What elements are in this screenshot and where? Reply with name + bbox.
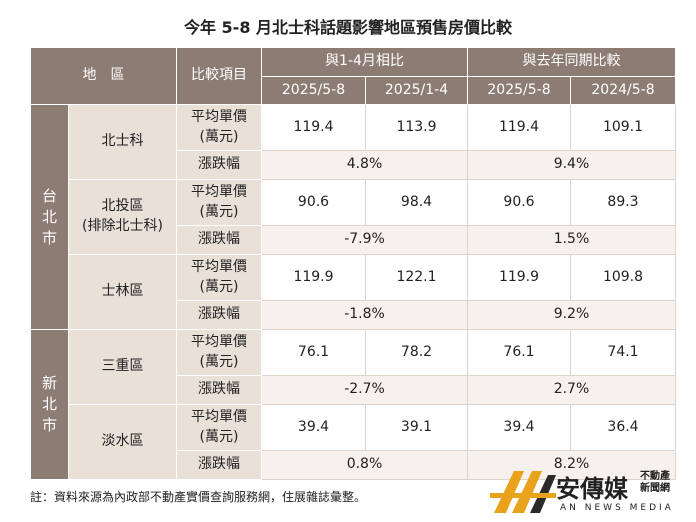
price-row: 新 北 市三重區 平均單價 (萬元) 76.1 78.2 76.1 74.1	[30, 329, 676, 480]
item-cell: 平均單價 (萬元)	[176, 329, 262, 376]
change-cell: 0.8%	[261, 450, 468, 480]
header-period: 2024/5-8	[570, 76, 676, 105]
item-cell: 漲跌幅	[176, 375, 262, 405]
change-row: 漲跌幅 4.8% 9.4%	[31, 150, 676, 180]
price-cell: 113.9	[365, 104, 468, 151]
price-cell: 109.8	[570, 254, 676, 301]
change-cell: -2.7%	[261, 375, 468, 405]
logo: 安傳媒 不動產 新聞網 AN NEWS MEDIA	[490, 463, 690, 519]
price-cell: 76.1	[467, 329, 571, 376]
price-cell: 89.3	[570, 179, 676, 226]
header-region: 地 區	[30, 47, 177, 105]
price-cell: 122.1	[365, 254, 468, 301]
price-table: 地 區比較項目 與1-4月相比 與去年同期比較 2025/5-8 2025/1-4 202…	[30, 47, 676, 480]
header-period: 2025/1-4	[365, 76, 468, 105]
area-cell: 三重區	[68, 329, 177, 405]
item-cell: 漲跌幅	[176, 450, 262, 480]
price-row: 淡水區 平均單價 (萬元) 39.4 39.1 39.4 36.4	[31, 404, 676, 480]
header-period: 2025/5-8	[261, 76, 366, 105]
price-row: 士林區 平均單價 (萬元) 119.9 122.1 119.9 109.8	[31, 254, 676, 330]
price-row: 台 北 市北士科 平均單價 (萬元) 119.4 113.9 119.4 109.1	[30, 104, 676, 330]
item-cell: 漲跌幅	[176, 225, 262, 255]
header-row: 地 區比較項目 與1-4月相比 與去年同期比較	[30, 47, 676, 105]
price-cell: 119.4	[467, 104, 571, 151]
price-cell: 90.6	[467, 179, 571, 226]
header-group: 與1-4月相比	[261, 47, 468, 77]
change-cell: 9.4%	[467, 150, 676, 180]
price-cell: 90.6	[261, 179, 366, 226]
price-cell: 39.4	[261, 404, 366, 451]
change-cell: 1.5%	[467, 225, 676, 255]
price-cell: 36.4	[570, 404, 676, 451]
change-cell: -1.8%	[261, 300, 468, 330]
header-group: 與去年同期比較	[467, 47, 676, 77]
change-row: 漲跌幅 0.8% 8.2%	[31, 450, 676, 480]
change-row: 漲跌幅 -2.7% 2.7%	[31, 375, 676, 405]
item-cell: 平均單價 (萬元)	[176, 104, 262, 151]
item-cell: 平均單價 (萬元)	[176, 404, 262, 451]
change-cell: 2.7%	[467, 375, 676, 405]
price-cell: 78.2	[365, 329, 468, 376]
price-cell: 119.4	[261, 104, 366, 151]
price-cell: 119.9	[467, 254, 571, 301]
change-row: 漲跌幅 -1.8% 9.2%	[31, 300, 676, 330]
region-cell: 新 北 市	[30, 329, 69, 480]
item-cell: 平均單價 (萬元)	[176, 179, 262, 226]
price-cell: 119.9	[261, 254, 366, 301]
price-cell: 98.4	[365, 179, 468, 226]
header-row: 2025/5-8 2025/1-4 2025/5-8 2024/5-8	[31, 76, 676, 105]
area-cell: 淡水區	[68, 404, 177, 480]
change-cell: 4.8%	[261, 150, 468, 180]
price-cell: 74.1	[570, 329, 676, 376]
logo-icon	[490, 471, 556, 513]
area-cell: 北士科	[68, 104, 177, 180]
region-cell: 台 北 市	[30, 104, 69, 330]
header-period: 2025/5-8	[467, 76, 571, 105]
price-row: 北投區 (排除北士科) 平均單價 (萬元) 90.6 98.4 90.6 89.3	[31, 179, 676, 255]
title: 今年 5-8 月北士科話題影響地區預售房價比較	[183, 18, 513, 37]
area-cell: 北投區 (排除北士科)	[68, 179, 177, 255]
header-item: 比較項目	[176, 47, 262, 105]
price-cell: 76.1	[261, 329, 366, 376]
price-cell: 39.1	[365, 404, 468, 451]
logo-english: AN NEWS MEDIA	[560, 503, 674, 513]
item-cell: 平均單價 (萬元)	[176, 254, 262, 301]
item-cell: 漲跌幅	[176, 150, 262, 180]
logo-name: 安傳媒	[556, 475, 628, 503]
logo-tag: 不動產 新聞網	[640, 471, 670, 494]
item-cell: 漲跌幅	[176, 300, 262, 330]
change-cell: -7.9%	[261, 225, 468, 255]
price-cell: 109.1	[570, 104, 676, 151]
change-row: 漲跌幅 -7.9% 1.5%	[31, 225, 676, 255]
area-cell: 士林區	[68, 254, 177, 330]
change-cell: 8.2%	[467, 450, 676, 480]
price-cell: 39.4	[467, 404, 571, 451]
change-cell: 9.2%	[467, 300, 676, 330]
source-note: 註：資料來源為內政部不動產實價查詢服務網，住展雜誌彙整。	[30, 490, 367, 504]
